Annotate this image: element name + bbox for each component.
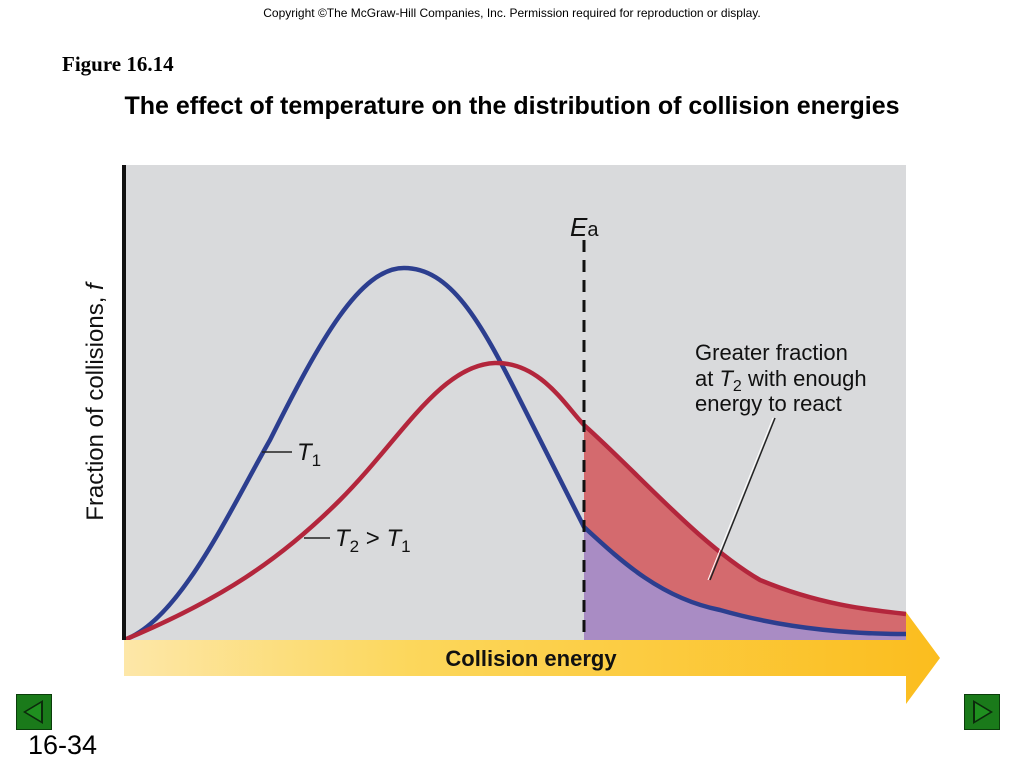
t1-curve	[123, 265, 907, 643]
slide-title: The effect of temperature on the distrib…	[124, 92, 900, 120]
annotation-line-1: Greater fraction	[695, 340, 848, 365]
t2-curve	[123, 360, 907, 643]
x-axis-arrow	[124, 612, 940, 704]
figure-label: Figure 16.14	[62, 52, 174, 76]
copyright-notice: Copyright ©The McGraw-Hill Companies, In…	[263, 6, 761, 20]
annotation-pointer-outline	[707, 417, 774, 581]
t2-area-above-ea	[584, 425, 906, 634]
t2-label: T2 > T1	[335, 525, 411, 556]
ea-label: Ea	[570, 212, 599, 242]
right-triangle-icon	[973, 700, 993, 724]
t1-area-above-ea	[584, 527, 906, 640]
slide-number: 16-34	[28, 730, 98, 760]
x-axis-label: Collision energy	[445, 646, 617, 671]
annotation-line-3: energy to react	[695, 391, 842, 416]
t1-label: T1	[297, 439, 321, 470]
y-axis-label: Fraction of collisions, f	[82, 281, 109, 521]
annotation-pointer	[709, 417, 776, 581]
left-triangle-icon	[23, 700, 43, 724]
annotation-line-2: at T2 with enough	[695, 366, 867, 395]
next-slide-button[interactable]	[964, 694, 1000, 730]
plot-background	[124, 165, 906, 640]
previous-slide-button[interactable]	[16, 694, 52, 730]
